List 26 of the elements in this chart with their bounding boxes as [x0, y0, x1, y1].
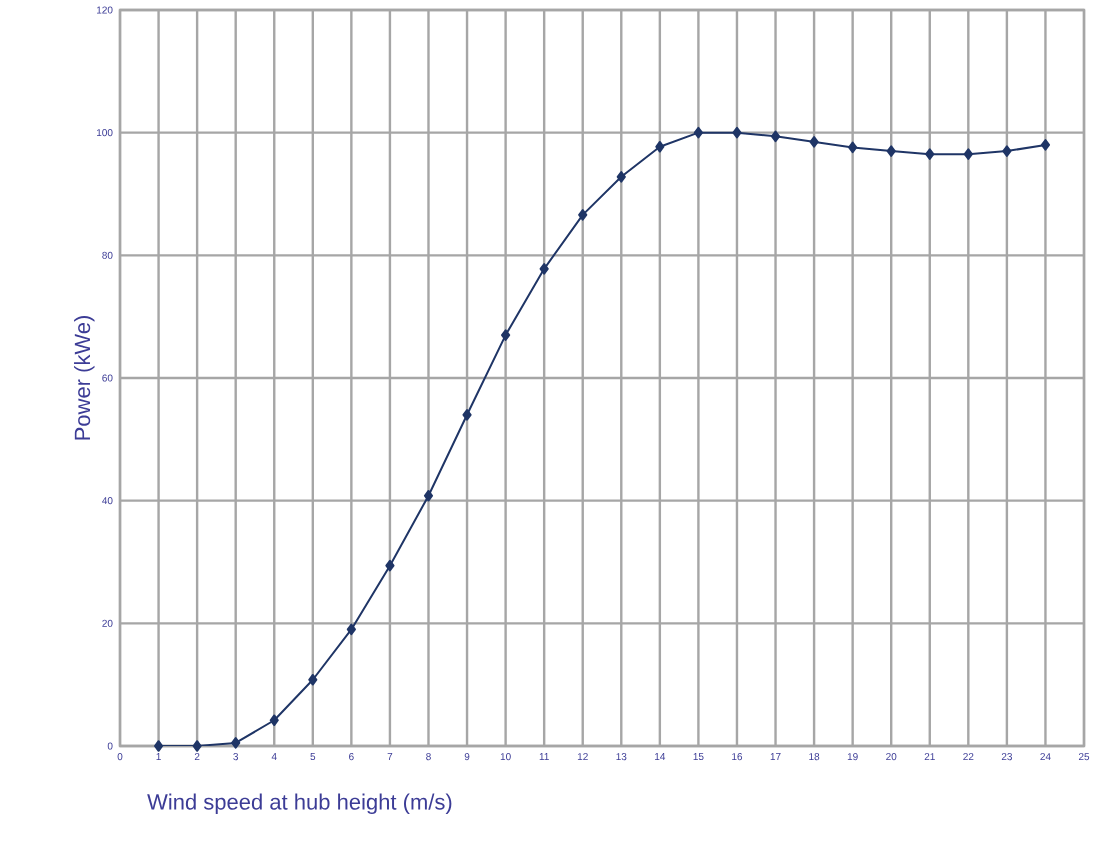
point	[693, 126, 704, 139]
point	[848, 141, 858, 154]
point	[423, 489, 434, 502]
point	[308, 673, 318, 686]
point	[655, 140, 665, 153]
point	[616, 171, 626, 183]
point	[231, 737, 241, 749]
point	[385, 559, 395, 572]
point	[925, 148, 935, 160]
point	[963, 148, 973, 160]
point	[1040, 139, 1051, 151]
point	[770, 130, 781, 143]
x-axis-title: Wind speed at hub height (m/s)	[147, 793, 452, 815]
point	[192, 740, 202, 752]
point	[501, 329, 511, 341]
point	[269, 714, 279, 727]
point	[809, 136, 819, 148]
point	[886, 145, 896, 157]
point	[462, 409, 472, 421]
point	[539, 263, 549, 275]
point	[578, 209, 588, 221]
point	[1002, 145, 1012, 157]
point	[732, 126, 742, 139]
point	[153, 740, 164, 752]
y-axis-title: Power (kWe)	[74, 316, 95, 440]
point	[346, 623, 356, 636]
